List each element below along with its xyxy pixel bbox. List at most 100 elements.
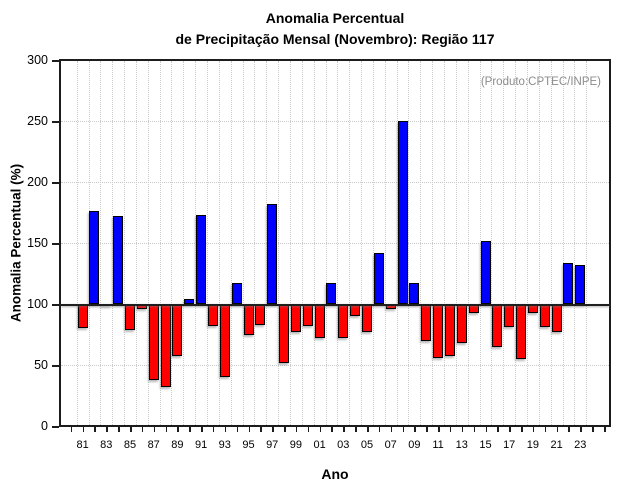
x-tick-label-1981: 81: [76, 439, 89, 451]
gridline-v-32: [455, 61, 457, 425]
x-tick-2012: [449, 427, 452, 432]
x-tick-1991: [201, 427, 203, 432]
bar-1999: [290, 304, 301, 333]
x-tick-2024: [592, 427, 594, 432]
x-tick-label-1991: 91: [194, 439, 208, 451]
baseline-100: [61, 304, 609, 306]
x-tick-1986: [141, 427, 144, 432]
x-tick-2006: [378, 427, 381, 432]
bar-2021: [551, 304, 562, 333]
x-tick-2023: [580, 427, 582, 432]
gridline-v-11: [207, 61, 209, 425]
bar-2000: [302, 304, 313, 326]
bar-1998: [279, 304, 290, 363]
y-tick-label-300: 300: [27, 53, 48, 67]
bar-1996: [255, 304, 266, 325]
gridline-v-21: [325, 61, 327, 425]
x-tick-1982: [94, 427, 96, 432]
gridline-v-35: [491, 61, 493, 425]
gridline-v-15: [254, 61, 256, 425]
x-tick-2002: [331, 427, 333, 432]
y-tick-250: [52, 121, 59, 123]
chart-title: Anomalia Percentual de Precipitação Mens…: [30, 8, 640, 50]
gridline-v-18: [289, 61, 291, 425]
gridline-v-29: [420, 61, 422, 425]
bar-2013: [456, 304, 467, 344]
gridline-v-16: [266, 61, 268, 425]
gridline-v-9: [183, 61, 185, 425]
gridline-v-24: [361, 61, 363, 425]
x-tick-label-1995: 95: [242, 439, 255, 451]
x-tick-2020: [544, 427, 547, 432]
x-tick-label-2021: 21: [550, 439, 563, 451]
y-tick-label-100: 100: [27, 297, 48, 311]
bar-2009: [409, 283, 420, 304]
gridline-v-17: [278, 61, 280, 425]
bar-2017: [504, 304, 515, 328]
x-tick-2009: [414, 427, 416, 432]
chart-title-line1: Anomalia Percentual: [265, 10, 405, 26]
gridline-v-13: [230, 61, 232, 425]
bar-2006: [373, 252, 384, 304]
gridline-v-40: [550, 61, 552, 425]
x-tick-2004: [355, 427, 357, 432]
x-tick-2017: [509, 427, 511, 432]
x-tick-label-1983: 83: [100, 439, 113, 451]
y-tick-100: [52, 304, 59, 306]
x-axis-label: Ano: [321, 466, 349, 482]
gridline-v-38: [526, 61, 528, 425]
gridline-v-23: [349, 61, 351, 425]
x-tick-1987: [153, 427, 156, 432]
bar-1994: [231, 283, 242, 304]
x-tick-2015: [485, 427, 487, 432]
gridline-v-25: [372, 61, 374, 425]
x-tick-label-2003: 03: [337, 439, 350, 451]
y-tick-150: [52, 243, 59, 245]
x-tick-label-2005: 05: [360, 439, 374, 451]
x-tick-2018: [521, 427, 523, 432]
gridline-v-14: [242, 61, 244, 425]
x-tick-label-2001: 01: [313, 439, 326, 451]
gridline-v-0: [76, 61, 78, 425]
bar-2010: [421, 304, 432, 341]
x-tick-2014: [473, 427, 476, 432]
x-tick-label-2009: 09: [408, 439, 421, 451]
y-tick-label-150: 150: [27, 236, 48, 250]
x-tick-1989: [177, 427, 179, 432]
gridline-v-43: [586, 61, 588, 425]
bar-2022: [563, 262, 574, 304]
gridline-h-200: [61, 182, 609, 183]
gridline-v-8: [171, 61, 173, 425]
gridline-v-36: [503, 61, 505, 425]
plot-area: (Produto:CPTEC/INPE): [59, 59, 611, 427]
gridline-v-33: [467, 61, 469, 425]
x-tick-label-2017: 17: [503, 439, 516, 451]
y-tick-200: [52, 182, 59, 184]
x-tick-1983: [106, 427, 108, 432]
x-tick-2011: [438, 427, 440, 432]
bar-2023: [575, 264, 586, 304]
bar-2012: [444, 304, 455, 357]
bar-1993: [219, 304, 230, 378]
x-tick-label-2019: 19: [526, 439, 540, 451]
bar-2016: [492, 304, 503, 347]
x-tick-1985: [130, 427, 132, 432]
bar-2018: [516, 304, 527, 359]
bar-2005: [362, 304, 372, 333]
x-tick-2016: [497, 427, 499, 432]
bar-1981: [77, 304, 88, 329]
x-tick-label-1989: 89: [171, 439, 184, 451]
gridline-v-41: [562, 61, 564, 425]
bar-1988: [160, 304, 171, 387]
x-tick-1992: [212, 427, 215, 432]
bar-2001: [314, 304, 325, 339]
x-tick-2013: [461, 427, 464, 432]
gridline-v-30: [432, 61, 434, 425]
bar-2011: [433, 304, 444, 358]
gridline-v-26: [384, 61, 386, 425]
gridline-v-4: [124, 61, 126, 425]
x-tick-label-1997: 97: [266, 439, 279, 451]
gridline-v-3: [112, 61, 114, 425]
bar-2003: [338, 304, 349, 339]
